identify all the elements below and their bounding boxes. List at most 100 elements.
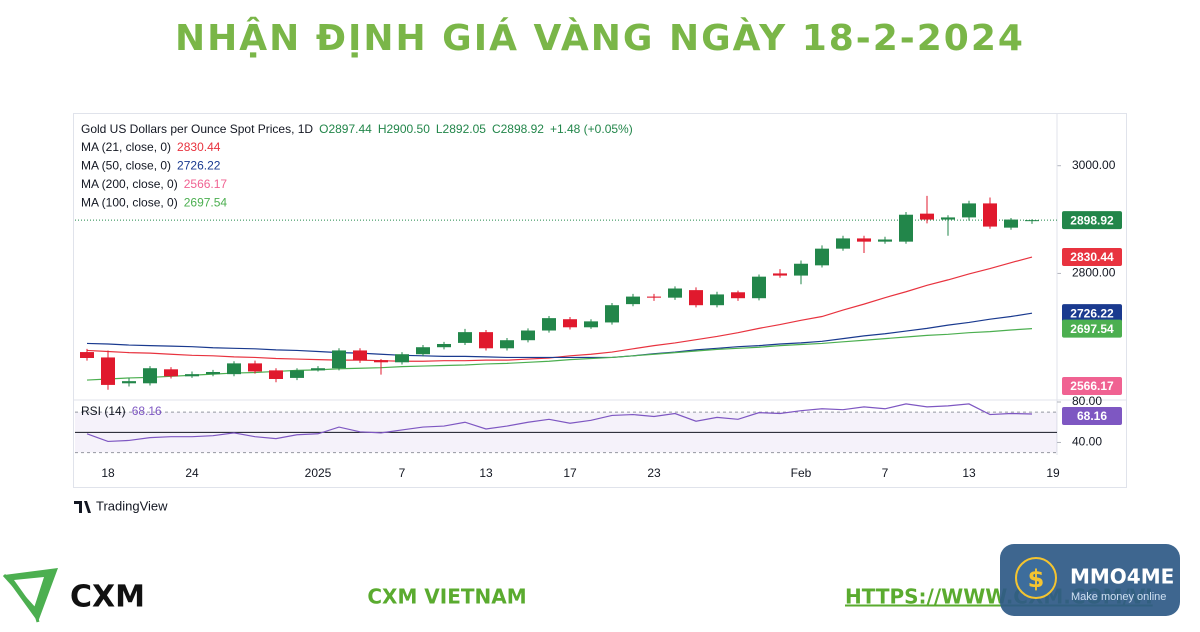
legend-value: 2697.54 <box>184 196 228 210</box>
candle-body <box>584 321 598 328</box>
chart-title: Gold US Dollars per Ounce Spot Prices, 1… <box>81 122 313 136</box>
legend-name: MA (50, close, 0) <box>81 159 171 173</box>
x-tick-label: 2025 <box>305 466 332 480</box>
legend-entry: MA (21, close, 0) 2830.44 <box>81 140 221 154</box>
candle-body <box>878 239 892 242</box>
x-tick-label: 19 <box>1046 466 1060 480</box>
candle-body <box>899 214 913 242</box>
badge-icon: $ <box>1028 565 1045 593</box>
cxm-logo <box>2 568 58 623</box>
candle-body <box>605 305 619 323</box>
legend-value: 2566.17 <box>184 177 228 191</box>
candle-body <box>542 318 556 331</box>
ma-line <box>86 312 1033 359</box>
candle-body <box>206 371 220 375</box>
candle-body <box>479 332 493 349</box>
x-tick-label: 17 <box>563 466 577 480</box>
ma-price-label-box <box>1062 248 1122 267</box>
candle-body <box>941 217 955 220</box>
candle-body <box>269 370 283 379</box>
candle-body <box>563 319 577 328</box>
last-price-label-box <box>1062 211 1122 230</box>
candle-body <box>143 368 157 384</box>
candle-body <box>311 368 325 371</box>
candle-body <box>290 370 304 378</box>
candle-body <box>500 340 514 349</box>
x-tick-label: Feb <box>791 466 812 480</box>
company: CXM VIETNAM <box>367 585 526 609</box>
legend-name: MA (21, close, 0) <box>81 140 171 154</box>
x-tick-label: 18 <box>101 466 115 480</box>
candle-body <box>857 238 871 242</box>
candle-body <box>794 263 808 276</box>
legend-entry: MA (50, close, 0) 2726.22 <box>81 159 221 173</box>
ma-line <box>86 328 1033 381</box>
candle-body <box>437 343 451 348</box>
rsi-line <box>86 403 1033 443</box>
candle-body <box>752 276 766 299</box>
legend-name: MA (200, close, 0) <box>81 177 178 191</box>
ma-price-label: 2726.22 <box>1070 306 1114 320</box>
candle-body <box>122 381 136 384</box>
x-tick-label: 23 <box>647 466 661 480</box>
ma-price-label-box <box>1062 304 1122 323</box>
candle-body <box>248 363 262 372</box>
quote: O2897.44 <box>319 122 372 136</box>
candle-body <box>1004 219 1018 228</box>
candle-body <box>626 296 640 305</box>
candle-body <box>836 238 850 249</box>
x-tick-label: 24 <box>185 466 199 480</box>
y-tick-label: 2800.00 <box>1072 266 1116 280</box>
rsi-name: RSI (14) <box>81 404 126 418</box>
candle-body <box>521 330 535 341</box>
candle-body <box>689 290 703 306</box>
tradingview-logo: TradingView <box>74 498 168 513</box>
candle-body <box>731 292 745 299</box>
legend-entry: MA (200, close, 0) 2566.17 <box>81 177 227 191</box>
rsi-tick-label: 80.00 <box>1072 394 1102 408</box>
x-tick-label: 13 <box>479 466 493 480</box>
rsi-legend: RSI (14) 68.16 <box>81 404 162 418</box>
candle-body <box>374 360 388 363</box>
legend-entry: MA (100, close, 0) 2697.54 <box>81 196 227 210</box>
ma-price-label-box <box>1062 319 1122 338</box>
candle-body <box>80 352 94 358</box>
badge: $ MMO4ME Make money online <box>1000 544 1180 616</box>
rsi-tick-label: 40.00 <box>1072 435 1102 449</box>
chart-frame <box>73 113 1127 488</box>
ma-price-label: 2566.17 <box>1070 379 1114 393</box>
candle-body <box>920 213 934 220</box>
x-tick-label: 13 <box>962 466 976 480</box>
rsi-price-label: 68.16 <box>1077 409 1107 423</box>
quote: H2900.50 <box>378 122 430 136</box>
candle-body <box>227 363 241 375</box>
legend-value: 2830.44 <box>177 140 221 154</box>
badge-title: MMO4ME <box>1070 565 1174 589</box>
chart: 3000.00 2800.00 18 24 2025 7 13 17 23 Feb 7 13 19 MA … <box>74 114 1127 480</box>
candle-body <box>647 296 661 298</box>
candle-body <box>332 350 346 369</box>
ma-price-label: 2830.44 <box>1070 250 1114 264</box>
candle-body <box>668 288 682 298</box>
brand: CXM <box>70 580 145 615</box>
x-tick-label: 7 <box>882 466 889 480</box>
legend-value: 2726.22 <box>177 159 221 173</box>
ma-price-label-box <box>1062 377 1122 395</box>
candle-body <box>395 354 409 363</box>
candle-body <box>185 374 199 377</box>
candle-body <box>710 294 724 306</box>
quote: C2898.92 <box>492 122 544 136</box>
x-tick-label: 7 <box>399 466 406 480</box>
badge-subtitle: Make money online <box>1071 591 1166 603</box>
candle-body <box>962 203 976 218</box>
y-tick-label: 3000.00 <box>1072 158 1116 172</box>
legend-name: MA (100, close, 0) <box>81 196 178 210</box>
tradingview-text: TradingView <box>96 498 168 513</box>
candle-body <box>164 369 178 377</box>
candle-body <box>416 347 430 355</box>
rsi-value: 68.16 <box>132 404 162 418</box>
quote: +1.48 (+0.05%) <box>550 122 633 136</box>
candle-body <box>815 248 829 266</box>
candle-body <box>353 350 367 361</box>
